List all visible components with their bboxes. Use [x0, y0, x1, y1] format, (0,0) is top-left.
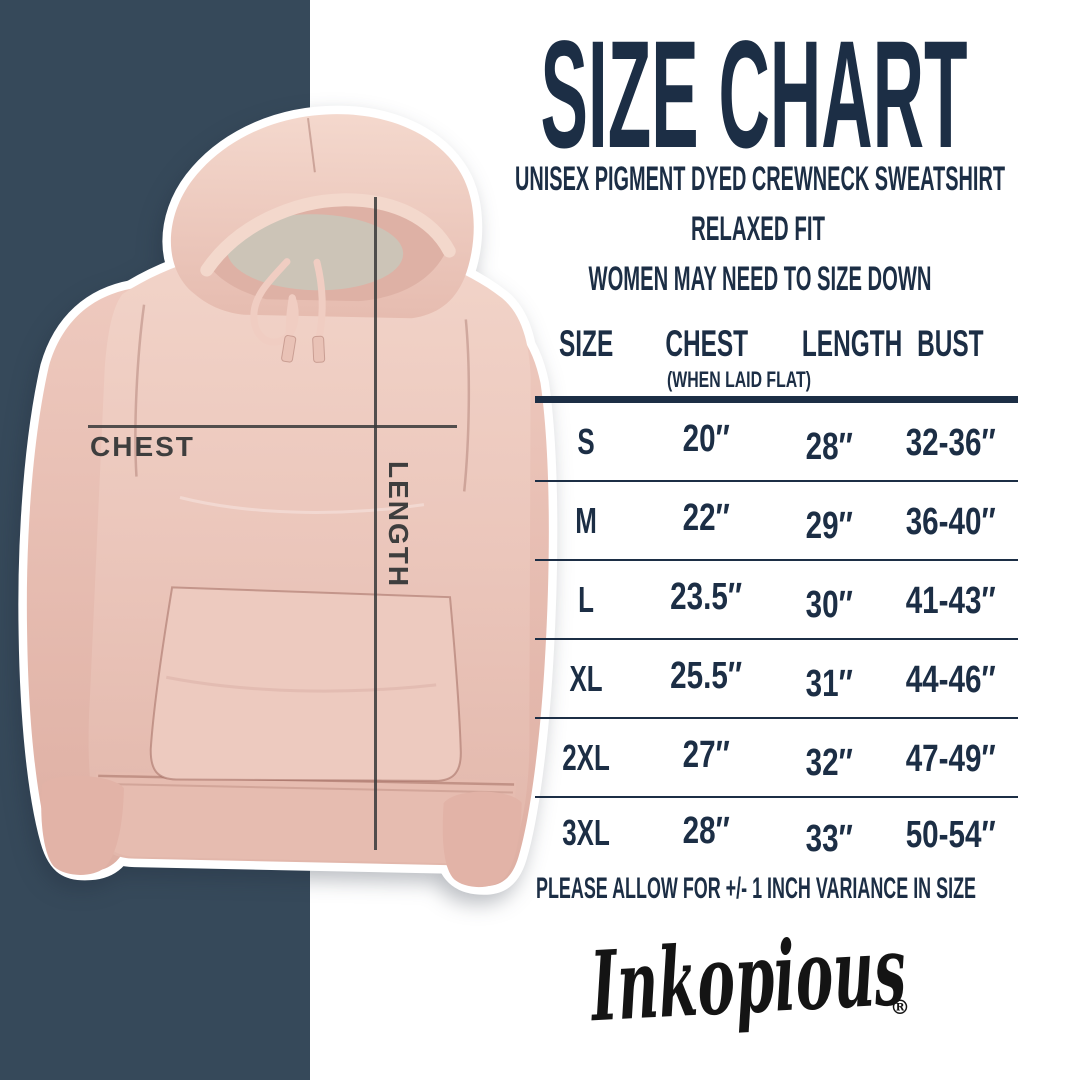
- registered-trademark: ®: [890, 995, 910, 1019]
- cell-bust: 47-49″: [905, 738, 996, 780]
- cell-chest: 25.5″: [670, 655, 743, 697]
- navy-side-band: [0, 0, 310, 1080]
- cell-length: 32″: [806, 742, 854, 784]
- cell-chest: 23.5″: [670, 576, 743, 618]
- page-title: SIZE CHART: [541, 9, 968, 180]
- column-header-length: LENGTH: [802, 323, 903, 364]
- cell-chest: 28″: [682, 809, 731, 852]
- table-row: S 20″ 28″ 32-36″: [535, 403, 1018, 482]
- cell-size: L: [577, 578, 594, 620]
- cell-bust: 44-46″: [905, 659, 996, 701]
- table-row: M 22″ 29″ 36-40″: [535, 482, 1018, 561]
- variance-note: PLEASE ALLOW FOR +/- 1 INCH VARIANCE IN …: [536, 872, 976, 905]
- cell-chest: 22″: [682, 497, 731, 539]
- table-header-rule: [535, 396, 1018, 403]
- chest-measure-label: CHEST: [90, 431, 195, 462]
- drawstring-aglet: [312, 335, 326, 363]
- right-cuff: [442, 791, 522, 888]
- cell-chest: 27″: [682, 734, 731, 776]
- table-subnote-row: (WHEN LAID FLAT): [535, 366, 1018, 394]
- cell-length: 28″: [806, 426, 854, 468]
- chest-measure-line: [88, 425, 457, 428]
- table-row: 2XL 27″ 32″ 47-49″: [535, 719, 1018, 798]
- table-body: S 20″ 28″ 32-36″ M 22″ 29″ 36-40″ L 23.5…: [535, 403, 1018, 868]
- cell-bust: 32-36″: [905, 422, 996, 464]
- table-row: XL 25.5″ 31″ 44-46″: [535, 640, 1018, 719]
- cell-chest: 20″: [682, 418, 731, 460]
- length-measure-label: LENGTH: [383, 461, 414, 589]
- cell-bust: 36-40″: [905, 501, 996, 543]
- brand-logo: Inkopious: [586, 914, 908, 1043]
- cell-size: 3XL: [561, 812, 610, 853]
- cell-size: S: [577, 420, 595, 462]
- cell-bust: 41-43″: [905, 580, 996, 622]
- table-header-row: SIZE CHEST LENGTH BUST: [535, 322, 1018, 366]
- cell-size: M: [574, 499, 597, 541]
- column-header-bust: BUST: [917, 323, 984, 364]
- subtitle-fit: RELAXED FIT: [691, 210, 825, 248]
- column-header-size: SIZE: [558, 323, 613, 364]
- table-row: L 23.5″ 30″ 41-43″: [535, 561, 1018, 640]
- subtitle-product: UNISEX PIGMENT DYED CREWNECK SWEATSHIRT: [515, 160, 1005, 198]
- length-measure-line: [374, 197, 377, 850]
- cell-length: 29″: [806, 505, 854, 547]
- cell-length: 30″: [806, 584, 854, 626]
- cell-bust: 50-54″: [905, 813, 996, 856]
- cell-size: 2XL: [561, 736, 610, 778]
- cell-length: 33″: [806, 817, 854, 860]
- table-row: 3XL 28″ 33″ 50-54″: [535, 798, 1018, 868]
- subtitle-sizing-advice: WOMEN MAY NEED TO SIZE DOWN: [589, 260, 932, 298]
- cell-length: 31″: [806, 663, 854, 705]
- size-table: SIZE CHEST LENGTH BUST (WHEN LAID FLAT) …: [535, 322, 1018, 868]
- column-header-chest: CHEST: [665, 323, 748, 364]
- chest-subnote: (WHEN LAID FLAT): [667, 367, 812, 392]
- cell-size: XL: [569, 657, 603, 699]
